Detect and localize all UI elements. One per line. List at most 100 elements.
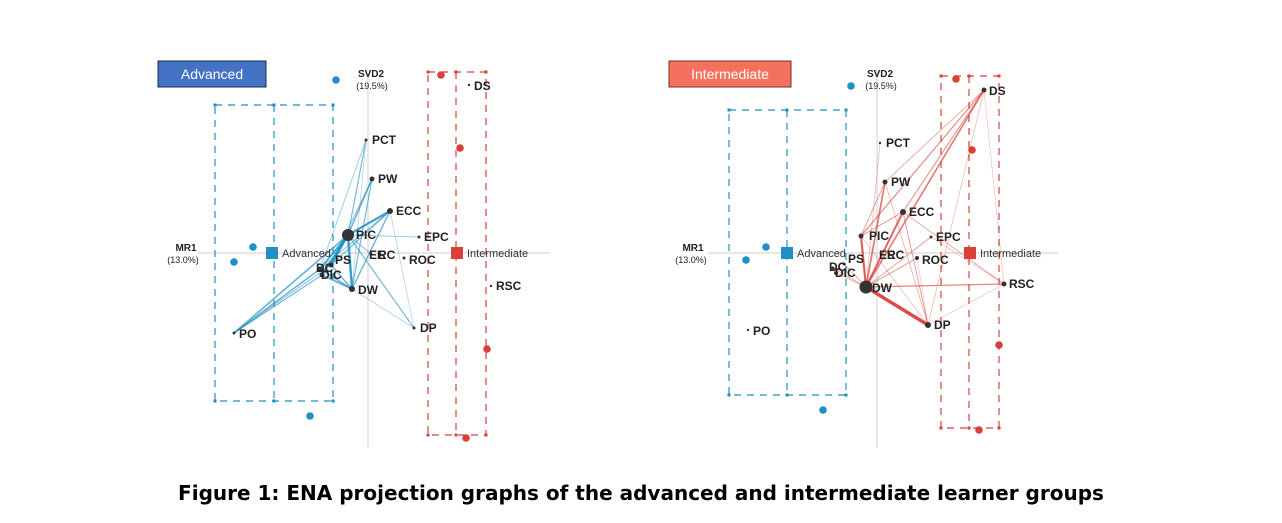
intermediate-other-unit-point	[762, 243, 770, 251]
intermediate-group-unit-point	[975, 426, 983, 434]
intermediate-edge-dw-dp	[864, 285, 930, 327]
advanced-edge-pct-dw	[351, 139, 367, 290]
intermediate-node-dic	[834, 271, 838, 275]
advanced-other-confidence-box-corner	[454, 433, 458, 437]
intermediate-node-label-epc: EPC	[936, 230, 961, 244]
intermediate-x-axis-pct: (13.0%)	[675, 255, 707, 265]
advanced-other-mean-label: Intermediate	[467, 248, 528, 260]
advanced-x-axis-pct: (13.0%)	[167, 255, 199, 265]
intermediate-group-confidence-box-corner	[997, 74, 1001, 78]
advanced-other-confidence-box-corner	[426, 70, 430, 74]
intermediate-group-unit-point	[952, 75, 960, 83]
advanced-edge-pct-dc	[319, 139, 367, 270]
advanced-node-epc	[417, 235, 421, 239]
intermediate-edge-ecc-ds	[902, 89, 985, 213]
advanced-node-ps	[328, 262, 334, 268]
advanced-node-label-dic: DIC	[321, 268, 342, 282]
advanced-node-roc	[402, 256, 406, 260]
advanced-edge-dic-po	[233, 274, 323, 334]
intermediate-node-pw	[882, 179, 888, 185]
intermediate-edge-dw-pic	[859, 234, 868, 289]
intermediate-node-label-dic: DIC	[835, 266, 856, 280]
advanced-node-label-ds: DS	[474, 79, 491, 93]
intermediate-node-ee	[879, 252, 883, 256]
intermediate-other-confidence-box-corner	[844, 393, 848, 397]
advanced-node-ds	[467, 83, 471, 87]
advanced-node-label-pic: PIC	[356, 228, 376, 242]
intermediate-group-unit-point	[968, 146, 976, 154]
advanced-node-label-pw: PW	[378, 172, 398, 186]
advanced-node-pct	[364, 138, 368, 142]
advanced-group-confidence-box-corner	[272, 399, 276, 403]
advanced-group-confidence-box-corner	[272, 103, 276, 107]
advanced-y-axis-pct: (19.5%)	[356, 81, 388, 91]
intermediate-edge-roc-dp	[916, 257, 929, 326]
intermediate-node-label-pw: PW	[891, 175, 911, 189]
intermediate-title-box	[669, 61, 791, 87]
intermediate-node-label-dp: DP	[934, 318, 951, 332]
intermediate-edge-ds-dp	[927, 89, 985, 326]
advanced-other-unit-point	[483, 345, 491, 353]
advanced-x-axis-label: MR1	[175, 243, 197, 254]
intermediate-edge-pic-ds	[860, 89, 985, 237]
advanced-node-label-rc: RC	[378, 248, 396, 262]
intermediate-group-points	[742, 75, 1003, 434]
advanced-other-unit-point	[437, 71, 445, 79]
intermediate-edge-dw-pct	[865, 142, 881, 288]
intermediate-edge-pic-ecc	[860, 211, 904, 237]
intermediate-node-label-dc: DC	[829, 260, 847, 274]
intermediate-other-confidence-box-corner	[844, 108, 848, 112]
intermediate-edge-dw-ds	[865, 89, 985, 288]
intermediate-node-label-ee: EE	[879, 248, 895, 262]
intermediate-edge-pic-pw	[860, 181, 886, 237]
intermediate-edge-dw-rsc	[865, 283, 1005, 288]
advanced-other-unit-point	[456, 144, 464, 152]
advanced-group-confidence-box-corner	[331, 399, 335, 403]
intermediate-edge-dp-rsc	[927, 283, 1005, 326]
advanced-node-pw	[369, 176, 375, 182]
advanced-edge-dic-dw	[321, 274, 353, 290]
intermediate-edge-pw-dp	[884, 181, 929, 326]
advanced-other-confidence-box-corner	[454, 70, 458, 74]
advanced-group-points	[230, 71, 491, 442]
intermediate-node-label-rc: RC	[887, 248, 905, 262]
advanced-edge-dc-po	[233, 268, 321, 334]
advanced-edge-ecc-dc	[319, 210, 391, 270]
advanced-node-ecc	[387, 208, 393, 214]
intermediate-edge-ds-rsc	[983, 89, 1005, 285]
advanced-node-label-pct: PCT	[372, 133, 397, 147]
advanced-edge-pic-po	[233, 234, 349, 334]
advanced-group-unit-point	[230, 258, 238, 266]
intermediate-group-confidence-box-corner	[967, 426, 971, 430]
intermediate-node-epc	[929, 235, 933, 239]
intermediate-node-label-po: PO	[753, 324, 770, 338]
advanced-node-label-epc: EPC	[424, 230, 449, 244]
advanced-edge-ps-po	[233, 264, 332, 334]
advanced-other-confidence-box	[426, 70, 488, 437]
intermediate-other-unit-point	[742, 256, 750, 264]
intermediate-node-rc	[887, 252, 891, 256]
intermediate-node-ecc	[900, 209, 906, 215]
advanced-mean-label: Advanced	[282, 248, 331, 260]
intermediate-other-confidence-box	[727, 108, 848, 397]
intermediate-other-confidence-box-corner	[727, 108, 731, 112]
intermediate-edge-pw-ds	[884, 89, 985, 183]
intermediate-edge-dw-roc	[865, 257, 918, 288]
intermediate-group-confidence-box-corner	[939, 426, 943, 430]
intermediate-edge-epc-rsc	[930, 236, 1005, 285]
intermediate-node-ps	[842, 262, 846, 266]
intermediate-other-confidence-box-corner	[727, 393, 731, 397]
intermediate-other-mean-label: Advanced	[797, 248, 846, 260]
intermediate-node-rsc	[1001, 281, 1007, 287]
advanced-node-dp	[412, 326, 416, 330]
advanced-node-dc	[317, 266, 323, 272]
intermediate-node-pct	[878, 141, 882, 145]
advanced-group-confidence-box-corner	[213, 103, 217, 107]
intermediate-node-label-rsc: RSC	[1009, 277, 1035, 291]
advanced-other-mean-marker	[451, 247, 463, 259]
intermediate-panel: Intermediate MR1 (13.0%) SVD2 (19.5%) DS…	[668, 60, 1058, 448]
advanced-node-label-rsc: RSC	[496, 279, 522, 293]
advanced-edge-dw-dp	[351, 288, 415, 329]
